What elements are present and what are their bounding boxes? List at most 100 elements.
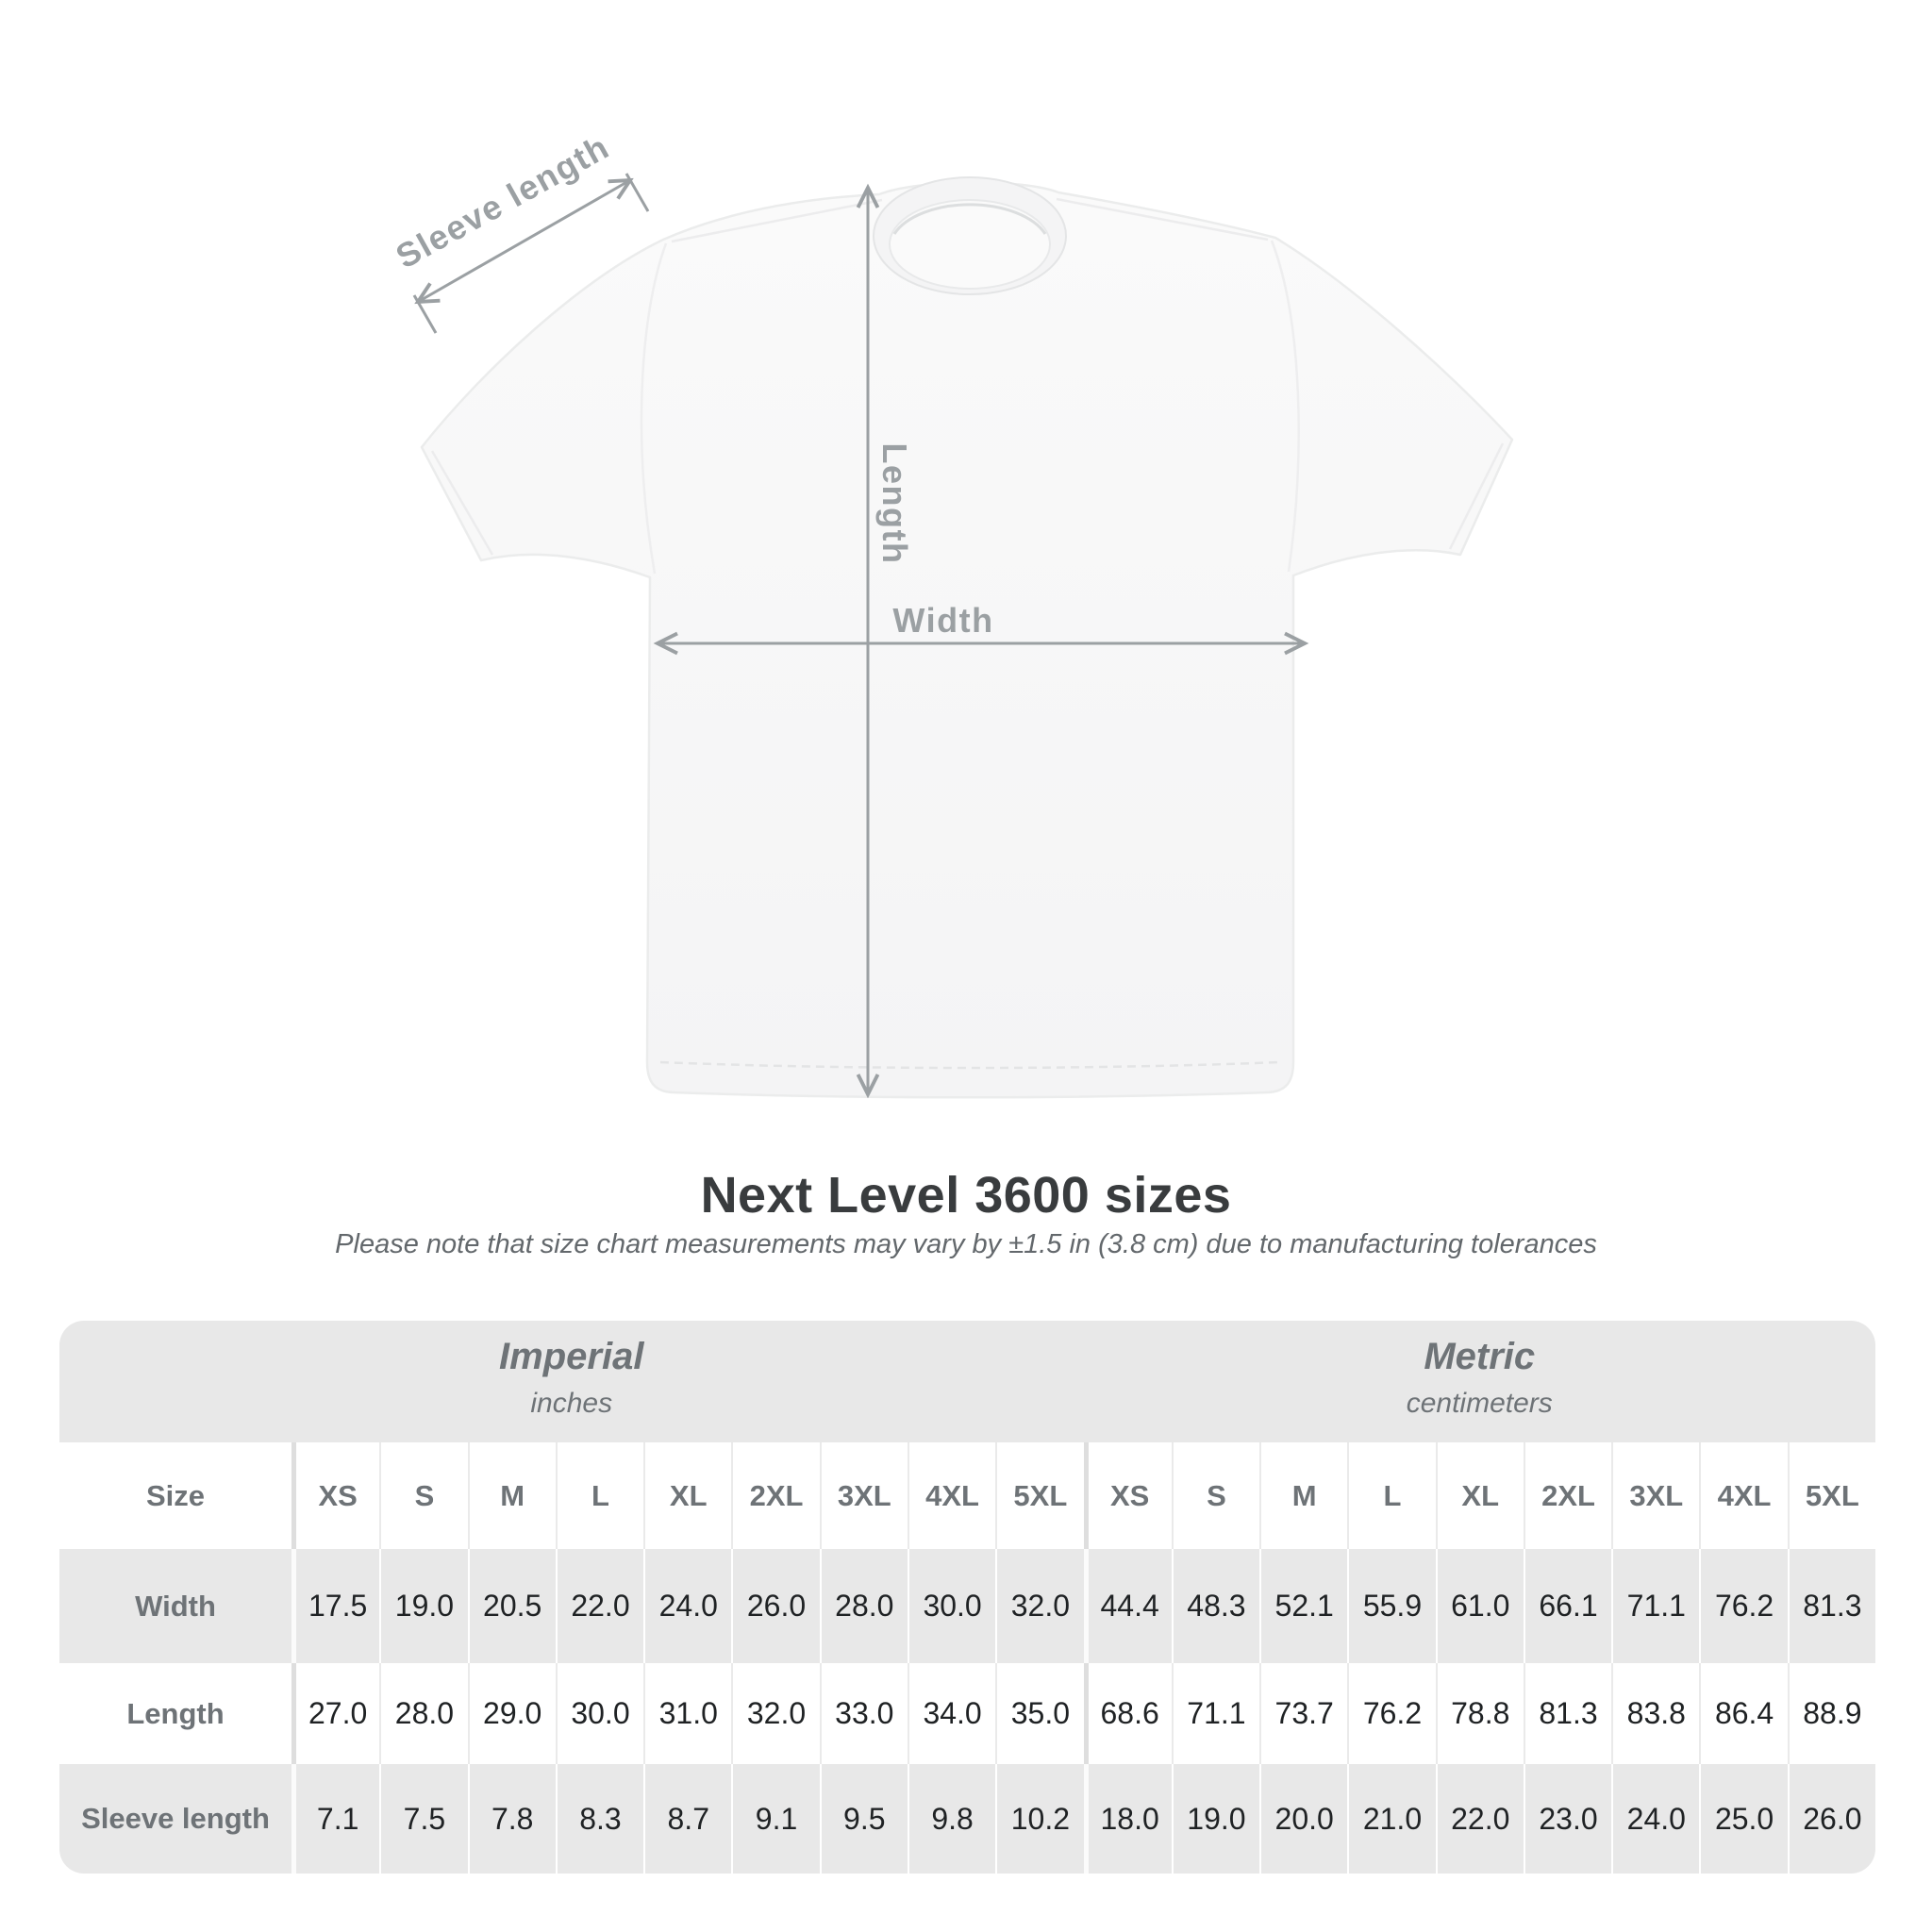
left-cuff-seam xyxy=(430,450,494,556)
measurement-row: Width 17.5 19.0 20.5 22.0 24.0 26.0 28.0 30.0 32.… xyxy=(59,1549,1875,1663)
value-cell: 24.0 xyxy=(643,1549,731,1663)
value-cell: 73.7 xyxy=(1259,1663,1347,1764)
value-cell: 55.9 xyxy=(1347,1549,1435,1663)
size-table-rows: Size XS S M L XL 2XL 3XL 4XL 5XL XS S M L XL 2XL 3XL 4XL 5… xyxy=(59,1442,1875,1874)
right-shoulder-seam xyxy=(1056,197,1269,242)
value-cell: 29.0 xyxy=(467,1663,556,1764)
value-cell: 35.0 xyxy=(995,1663,1083,1764)
value-cell: 44.4 xyxy=(1083,1549,1172,1663)
value-cell: 81.3 xyxy=(1523,1663,1611,1764)
size-header-metric-xl: XL xyxy=(1435,1442,1524,1549)
value-cell: 19.0 xyxy=(379,1549,467,1663)
value-cell: 23.0 xyxy=(1523,1764,1611,1874)
value-cell: 26.0 xyxy=(731,1549,819,1663)
value-cell: 8.7 xyxy=(643,1764,731,1874)
value-cell: 68.6 xyxy=(1083,1663,1172,1764)
page-subtitle: Please note that size chart measurements… xyxy=(335,1229,1597,1259)
value-cell: 28.0 xyxy=(379,1663,467,1764)
value-cell: 10.2 xyxy=(995,1764,1083,1874)
unit-header-row: Imperial inches Metric centimeters xyxy=(59,1321,1875,1442)
size-header-imperial-l: L xyxy=(555,1442,643,1549)
size-header-imperial-3xl: 3XL xyxy=(819,1442,908,1549)
metric-header-unit: centimeters xyxy=(1406,1388,1553,1419)
row-label: Length xyxy=(126,1696,225,1730)
size-table: Imperial inches Metric centimeters Size X… xyxy=(59,1321,1875,1874)
value-cell: 7.1 xyxy=(291,1764,379,1874)
sleeve-length-tick-end xyxy=(625,173,650,212)
value-cell: 22.0 xyxy=(1435,1764,1524,1874)
value-cell: 86.4 xyxy=(1699,1663,1787,1764)
tshirt-graphic xyxy=(412,173,1514,1099)
value-cell: 76.2 xyxy=(1699,1549,1787,1663)
size-header-imperial-xs: XS xyxy=(291,1442,379,1549)
metric-header-title: Metric xyxy=(1424,1336,1536,1377)
value-cell: 8.3 xyxy=(555,1764,643,1874)
measurement-row: Sleeve length 7.1 7.5 7.8 8.3 8.7 9.1 9.5 9.8 10.… xyxy=(59,1764,1875,1874)
sleeve-length-arrow xyxy=(414,177,634,305)
left-shoulder-seam xyxy=(671,198,883,243)
row-label: Sleeve length xyxy=(81,1802,270,1835)
width-label: Width xyxy=(892,601,994,640)
value-cell: 21.0 xyxy=(1347,1764,1435,1874)
size-header-imperial-m: M xyxy=(467,1442,556,1549)
value-cell: 7.5 xyxy=(379,1764,467,1874)
metric-header: Metric centimeters xyxy=(1084,1321,1876,1442)
value-cell: 9.5 xyxy=(819,1764,908,1874)
size-header-metric-s: S xyxy=(1171,1442,1259,1549)
value-cell: 48.3 xyxy=(1171,1549,1259,1663)
size-header-metric-3xl: 3XL xyxy=(1611,1442,1699,1549)
row-label: Width xyxy=(135,1589,216,1623)
value-cell: 32.0 xyxy=(995,1549,1083,1663)
value-cell: 28.0 xyxy=(819,1549,908,1663)
collar-opening xyxy=(889,199,1051,290)
size-header-imperial-xl: XL xyxy=(643,1442,731,1549)
value-cell: 30.0 xyxy=(555,1663,643,1764)
value-cell: 20.5 xyxy=(467,1549,556,1663)
value-cell: 66.1 xyxy=(1523,1549,1611,1663)
tshirt-measurement-diagram: Sleeve length Length Width xyxy=(390,127,1514,1099)
right-armhole-seam xyxy=(1270,240,1300,573)
value-cell: 71.1 xyxy=(1171,1663,1259,1764)
value-cell: 17.5 xyxy=(291,1549,379,1663)
value-cell: 71.1 xyxy=(1611,1549,1699,1663)
value-cell: 27.0 xyxy=(291,1663,379,1764)
value-cell: 78.8 xyxy=(1435,1663,1524,1764)
imperial-header: Imperial inches xyxy=(59,1321,1084,1442)
value-cell: 83.8 xyxy=(1611,1663,1699,1764)
value-cell: 30.0 xyxy=(907,1549,995,1663)
value-cell: 18.0 xyxy=(1083,1764,1172,1874)
value-cell: 33.0 xyxy=(819,1663,908,1764)
measurement-row: Length 27.0 28.0 29.0 30.0 31.0 32.0 33.0 34.0 35… xyxy=(59,1663,1875,1764)
value-cell: 88.9 xyxy=(1787,1663,1875,1764)
value-cell: 20.0 xyxy=(1259,1764,1347,1874)
size-header-metric-xs: XS xyxy=(1083,1442,1172,1549)
value-cell: 19.0 xyxy=(1171,1764,1259,1874)
imperial-header-unit: inches xyxy=(530,1388,613,1419)
value-cell: 61.0 xyxy=(1435,1549,1524,1663)
right-cuff-seam xyxy=(1448,442,1505,550)
size-header-metric-l: L xyxy=(1347,1442,1435,1549)
value-cell: 24.0 xyxy=(1611,1764,1699,1874)
size-header-imperial-4xl: 4XL xyxy=(907,1442,995,1549)
value-cell: 26.0 xyxy=(1787,1764,1875,1874)
page-title: Next Level 3600 sizes xyxy=(700,1167,1232,1224)
value-cell: 22.0 xyxy=(555,1549,643,1663)
value-cell: 52.1 xyxy=(1259,1549,1347,1663)
dimension-lines xyxy=(412,173,1309,1099)
size-header-metric-m: M xyxy=(1259,1442,1347,1549)
value-cell: 9.1 xyxy=(731,1764,819,1874)
collar-inner-shadow xyxy=(892,203,1047,235)
value-cell: 32.0 xyxy=(731,1663,819,1764)
value-cell: 34.0 xyxy=(907,1663,995,1764)
size-header-metric-2xl: 2XL xyxy=(1523,1442,1611,1549)
size-header-metric-5xl: 5XL xyxy=(1787,1442,1875,1549)
value-cell: 7.8 xyxy=(467,1764,556,1874)
size-column-header: Size xyxy=(145,1478,206,1512)
size-header-metric-4xl: 4XL xyxy=(1699,1442,1787,1549)
size-header-row: Size XS S M L XL 2XL 3XL 4XL 5XL XS S M L XL 2XL 3XL 4XL 5… xyxy=(59,1442,1875,1549)
sleeve-length-tick-start xyxy=(412,294,438,334)
value-cell: 31.0 xyxy=(643,1663,731,1764)
size-header-imperial-2xl: 2XL xyxy=(731,1442,819,1549)
value-cell: 9.8 xyxy=(907,1764,995,1874)
